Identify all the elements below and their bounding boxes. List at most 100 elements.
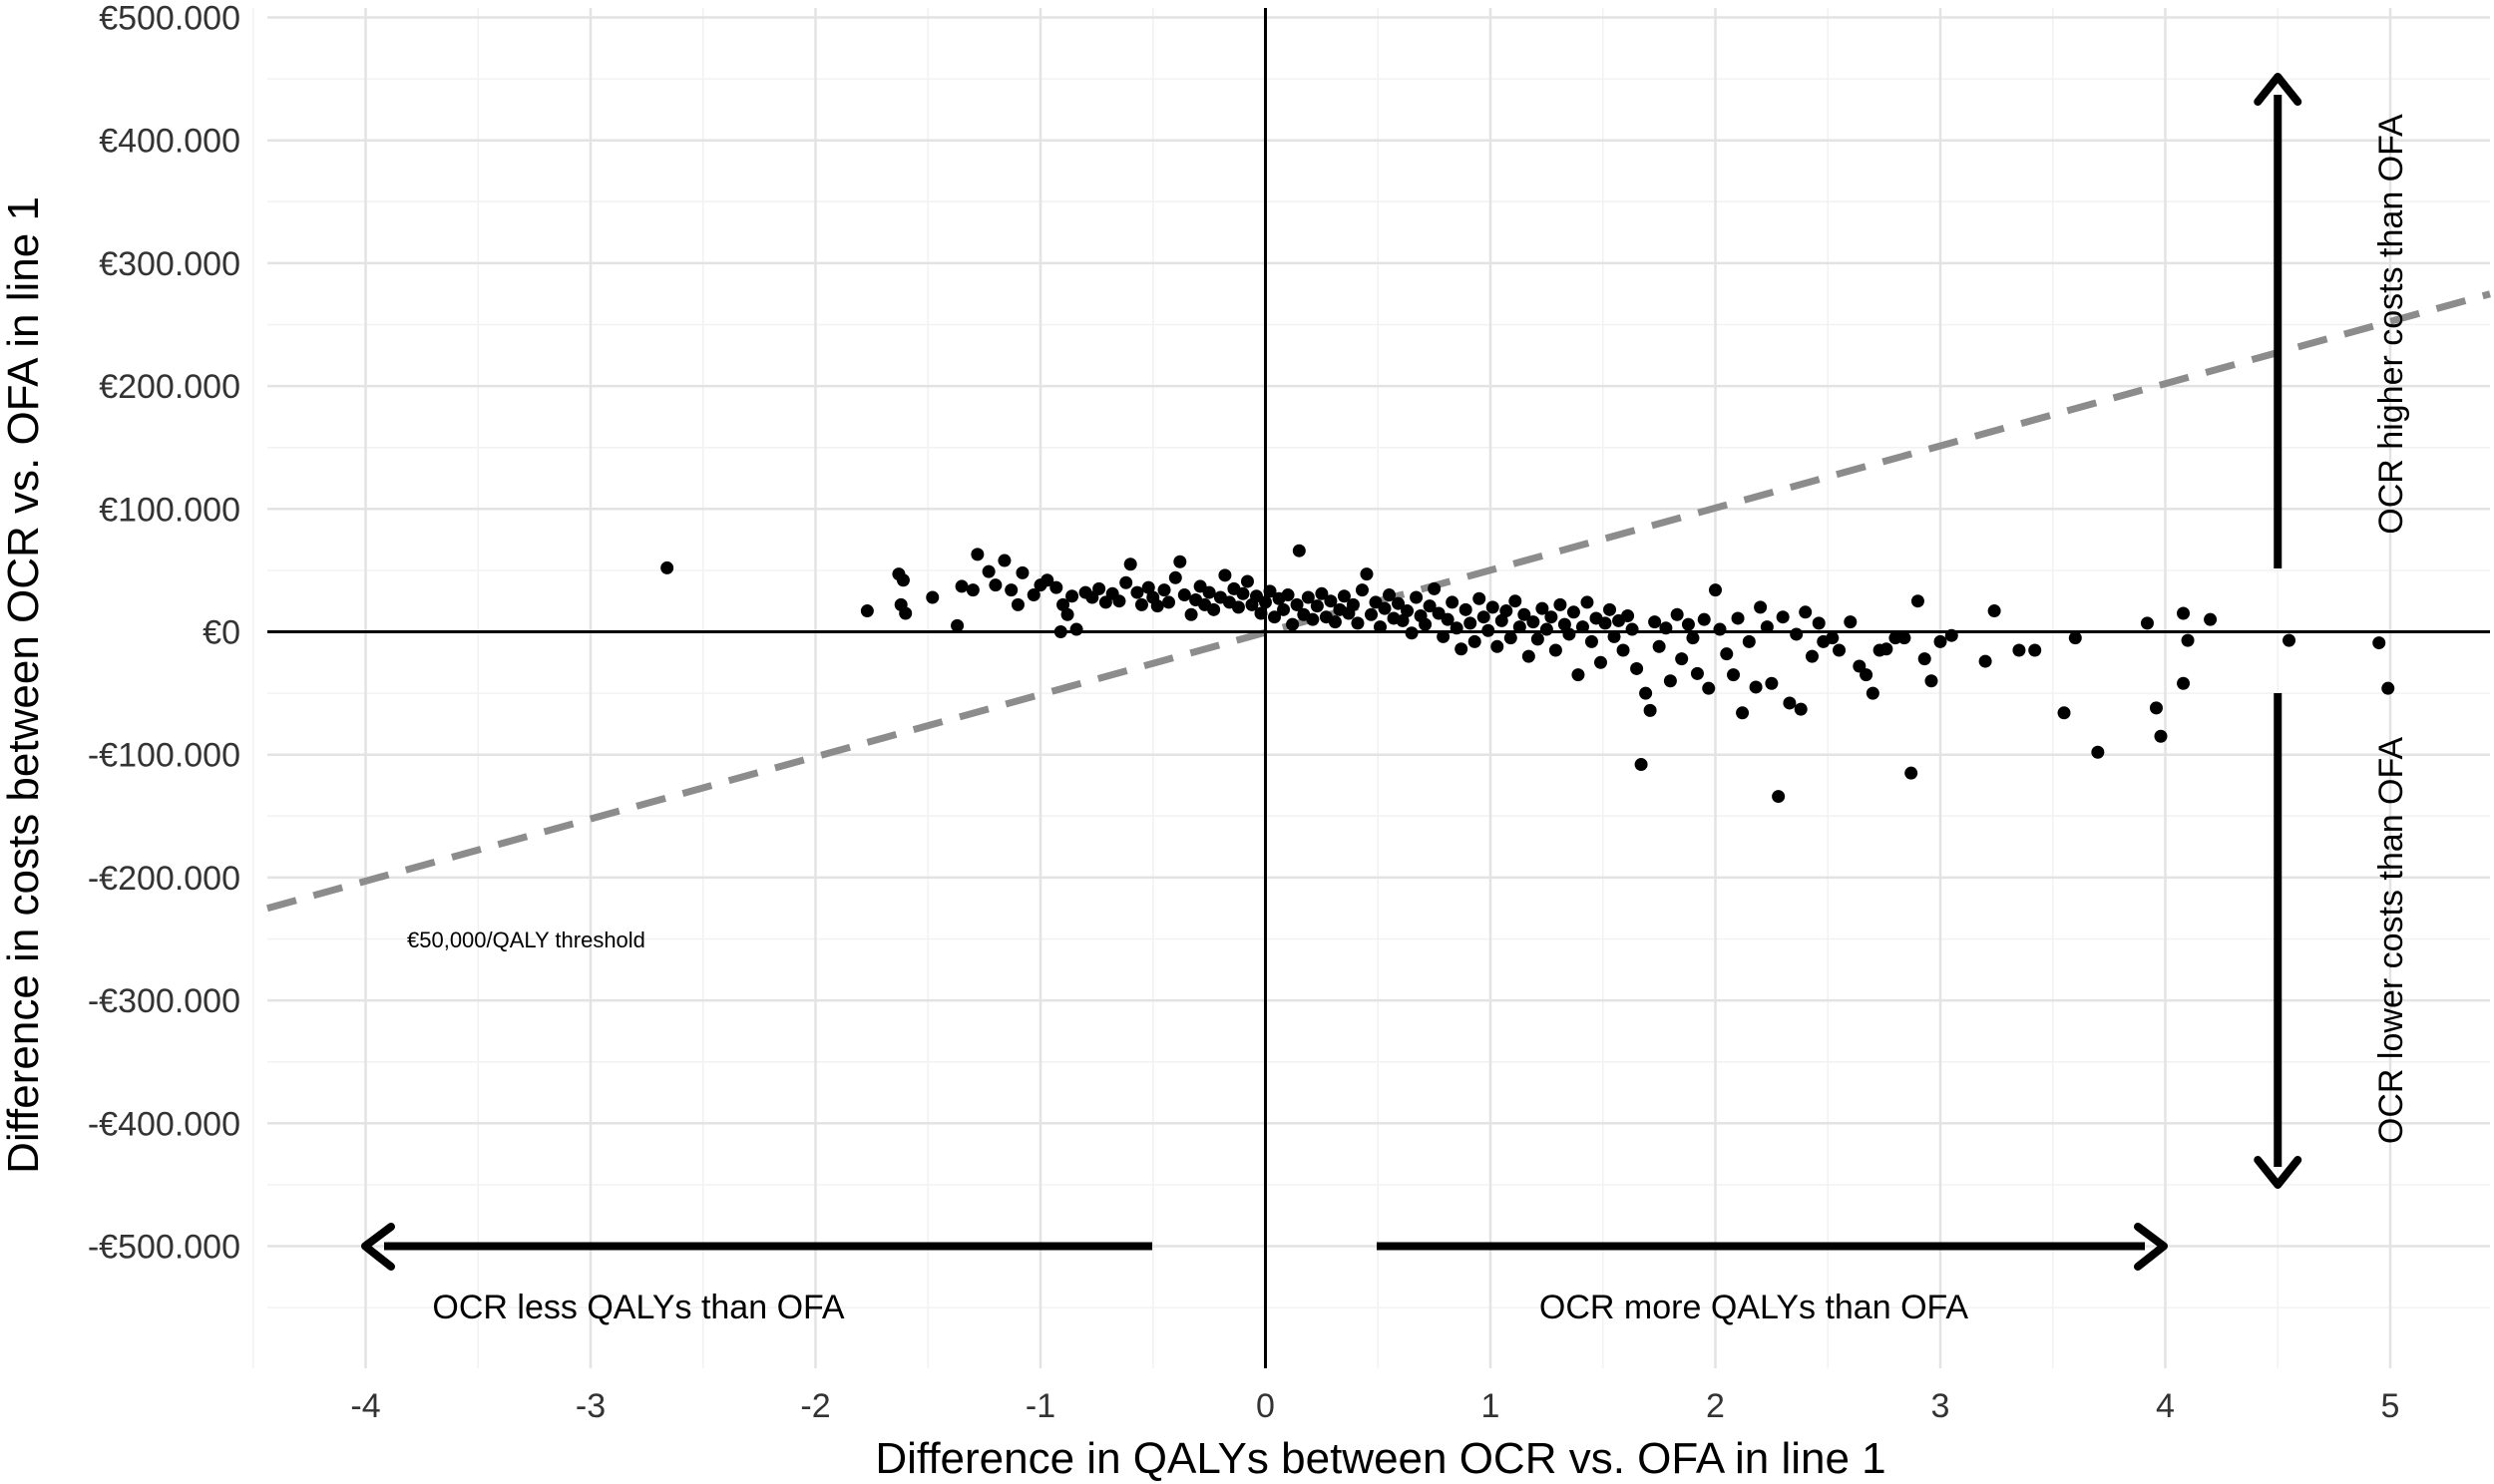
data-point bbox=[1630, 661, 1644, 675]
data-point bbox=[1897, 631, 1911, 645]
data-point bbox=[1405, 626, 1419, 640]
data-point bbox=[1040, 573, 1054, 587]
data-point bbox=[1697, 612, 1711, 626]
left-arrow-label: OCR less QALYs than OFA bbox=[432, 1289, 845, 1326]
data-point bbox=[1162, 595, 1176, 609]
data-point bbox=[1607, 629, 1621, 643]
data-point bbox=[1428, 581, 1442, 595]
data-point bbox=[1987, 604, 2001, 618]
x-tick-label: 2 bbox=[1706, 1387, 1725, 1425]
data-point bbox=[1092, 581, 1106, 595]
data-point bbox=[1521, 649, 1535, 663]
data-point bbox=[1571, 668, 1585, 682]
data-point bbox=[1141, 580, 1155, 594]
data-point bbox=[1866, 686, 1879, 700]
x-tick-label: 0 bbox=[1256, 1387, 1275, 1425]
x-tick-label: -2 bbox=[800, 1387, 830, 1425]
data-point bbox=[1670, 607, 1684, 621]
data-point bbox=[1621, 608, 1635, 622]
y-tick-label: -€400.000 bbox=[88, 1105, 240, 1143]
data-point bbox=[1292, 544, 1306, 557]
data-point bbox=[1184, 607, 1198, 621]
data-point bbox=[1584, 634, 1598, 648]
data-point bbox=[1383, 588, 1397, 602]
data-point bbox=[1562, 627, 1576, 641]
data-point bbox=[1254, 606, 1268, 620]
data-point bbox=[1236, 586, 1250, 600]
data-point bbox=[1727, 668, 1741, 682]
data-point bbox=[1458, 602, 1472, 616]
data-point bbox=[1598, 616, 1612, 630]
data-point bbox=[1005, 583, 1019, 597]
y-tick-label: €300.000 bbox=[99, 245, 240, 283]
data-point bbox=[1130, 585, 1144, 599]
data-point bbox=[955, 579, 969, 593]
quadrant-arrows bbox=[361, 73, 2302, 1271]
data-point bbox=[2381, 681, 2395, 695]
data-point bbox=[1472, 591, 1486, 605]
data-point bbox=[1593, 655, 1607, 669]
data-point bbox=[1119, 575, 1133, 589]
data-point bbox=[2091, 745, 2105, 759]
data-point bbox=[1566, 605, 1580, 619]
threshold-label: €50,000/QALY threshold bbox=[407, 928, 645, 952]
data-point bbox=[1207, 602, 1221, 616]
x-tick-label: -4 bbox=[350, 1387, 380, 1425]
data-point bbox=[1530, 632, 1544, 646]
down-arrow-head bbox=[2254, 1156, 2302, 1189]
data-point bbox=[1410, 590, 1424, 604]
data-point bbox=[1702, 681, 1716, 695]
data-point bbox=[1508, 594, 1522, 608]
data-point bbox=[1016, 565, 1030, 579]
data-point bbox=[1218, 568, 1232, 582]
data-point bbox=[1544, 610, 1558, 624]
data-point bbox=[1548, 643, 1562, 657]
data-point bbox=[1060, 607, 1074, 621]
data-point bbox=[1709, 583, 1722, 597]
data-point bbox=[1720, 647, 1734, 661]
y-tick-label: €0 bbox=[203, 614, 240, 652]
data-point bbox=[1833, 643, 1847, 657]
data-point bbox=[1277, 602, 1291, 616]
down-arrow-label: OCR lower costs than OFA bbox=[2372, 737, 2410, 1144]
data-point bbox=[1455, 642, 1468, 656]
data-point bbox=[1754, 600, 1768, 614]
data-point bbox=[1056, 597, 1070, 611]
data-point bbox=[1065, 589, 1079, 603]
data-point bbox=[1346, 597, 1360, 611]
data-point bbox=[1324, 594, 1338, 608]
data-point bbox=[1134, 597, 1148, 611]
data-point bbox=[1844, 615, 1858, 629]
data-points bbox=[660, 544, 2395, 804]
data-point bbox=[1790, 627, 1804, 641]
x-tick-label: 5 bbox=[2381, 1387, 2400, 1425]
data-point bbox=[926, 590, 940, 604]
data-point bbox=[1663, 674, 1677, 688]
data-point bbox=[1123, 557, 1137, 571]
data-point bbox=[1812, 616, 1826, 630]
data-point bbox=[1401, 604, 1415, 618]
data-point bbox=[1301, 590, 1315, 604]
data-point bbox=[1328, 615, 1342, 629]
data-point bbox=[1286, 617, 1300, 631]
data-point bbox=[1263, 584, 1277, 598]
data-point bbox=[1011, 597, 1025, 611]
data-point bbox=[1290, 597, 1304, 611]
data-point bbox=[1315, 586, 1329, 600]
data-point bbox=[1910, 594, 1924, 608]
data-point bbox=[1446, 595, 1459, 609]
up-arrow-label: OCR higher costs than OFA bbox=[2372, 114, 2410, 535]
data-point bbox=[1259, 595, 1272, 609]
up-arrow-head bbox=[2254, 73, 2302, 106]
data-point bbox=[2372, 636, 2386, 650]
data-point bbox=[1355, 583, 1369, 597]
data-point bbox=[1485, 600, 1499, 614]
right-arrow-head bbox=[2134, 1223, 2168, 1271]
data-point bbox=[2140, 616, 2154, 630]
data-point bbox=[2012, 643, 2026, 657]
data-point bbox=[1467, 634, 1481, 648]
y-tick-label: €100.000 bbox=[99, 491, 240, 529]
data-point bbox=[1826, 631, 1840, 645]
x-tick-labels: -4 -3 -2 -1 0 1 2 3 4 5 bbox=[350, 1387, 2399, 1425]
data-point bbox=[1499, 604, 1513, 618]
